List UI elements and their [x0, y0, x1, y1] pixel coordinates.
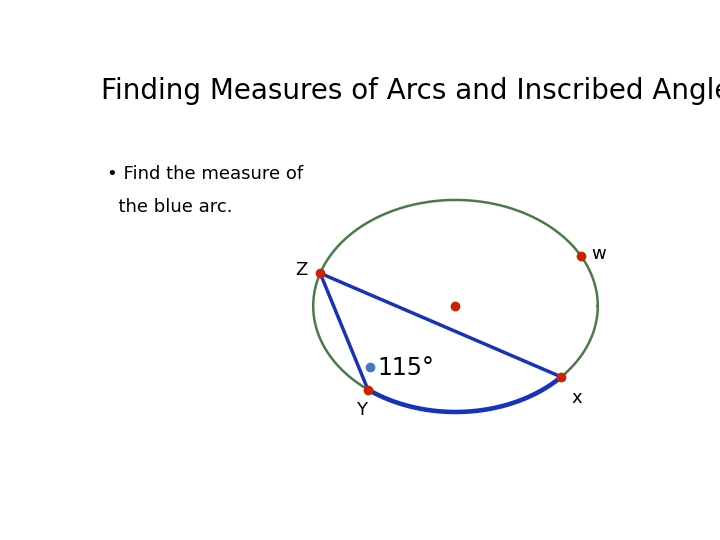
Text: 115°: 115°: [378, 356, 435, 380]
Text: Finding Measures of Arcs and Inscribed Angles: Finding Measures of Arcs and Inscribed A…: [101, 77, 720, 105]
Text: Y: Y: [356, 401, 367, 420]
Text: the blue arc.: the blue arc.: [107, 198, 233, 216]
Text: • Find the measure of: • Find the measure of: [107, 165, 303, 183]
Text: x: x: [571, 389, 582, 407]
Text: w: w: [591, 245, 606, 264]
Text: Z: Z: [296, 261, 308, 280]
